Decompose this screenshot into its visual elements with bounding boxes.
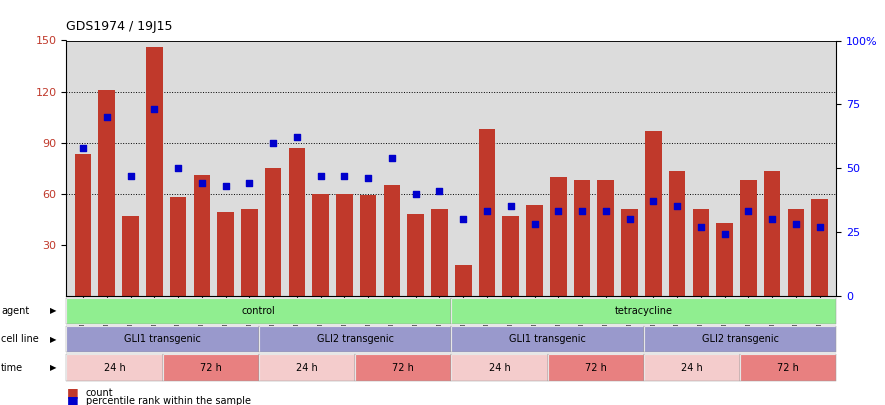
Text: ▶: ▶	[50, 306, 56, 315]
Point	[76, 145, 90, 151]
Text: tetracycline: tetracycline	[615, 306, 673, 316]
Point	[385, 155, 399, 161]
Bar	[621, 209, 638, 296]
Bar	[194, 175, 210, 296]
Point	[504, 203, 518, 210]
Point	[147, 106, 161, 113]
Text: agent: agent	[1, 306, 29, 316]
Bar	[312, 194, 329, 296]
Bar	[740, 180, 757, 296]
Bar	[407, 214, 424, 296]
Point	[313, 173, 327, 179]
Bar	[788, 209, 804, 296]
Point	[742, 208, 756, 215]
Point	[575, 208, 589, 215]
Bar	[479, 129, 496, 296]
Point	[789, 221, 803, 228]
Point	[551, 208, 566, 215]
Point	[409, 190, 423, 197]
Point	[812, 224, 827, 230]
Bar	[218, 212, 234, 296]
Text: 24 h: 24 h	[296, 362, 318, 373]
Bar	[716, 222, 733, 296]
Point	[266, 139, 281, 146]
Bar	[503, 216, 519, 296]
Bar	[550, 177, 566, 296]
Text: GLI2 transgenic: GLI2 transgenic	[317, 334, 394, 344]
Text: ■: ■	[66, 394, 78, 405]
Text: 24 h: 24 h	[104, 362, 126, 373]
Bar	[764, 171, 781, 296]
Text: ▶: ▶	[50, 335, 56, 344]
Bar	[645, 131, 662, 296]
Point	[456, 216, 470, 222]
Text: 72 h: 72 h	[392, 362, 414, 373]
Bar	[455, 265, 472, 296]
Text: 72 h: 72 h	[200, 362, 221, 373]
Point	[100, 114, 114, 120]
Text: 24 h: 24 h	[681, 362, 703, 373]
Bar	[289, 148, 305, 296]
Point	[433, 188, 447, 194]
Point	[646, 198, 660, 205]
Point	[219, 183, 233, 189]
Bar	[360, 195, 376, 296]
Point	[361, 175, 375, 181]
Bar	[669, 171, 685, 296]
Text: 72 h: 72 h	[585, 362, 606, 373]
Bar	[170, 197, 187, 296]
Point	[171, 165, 185, 171]
Point	[765, 216, 780, 222]
Bar	[597, 180, 614, 296]
Bar	[241, 209, 258, 296]
Point	[480, 208, 494, 215]
Point	[599, 208, 613, 215]
Point	[670, 203, 684, 210]
Text: control: control	[242, 306, 276, 316]
Text: count: count	[86, 388, 113, 398]
Bar	[74, 154, 91, 296]
Bar	[527, 205, 543, 296]
Bar	[265, 168, 281, 296]
Text: 24 h: 24 h	[489, 362, 511, 373]
Text: time: time	[1, 362, 23, 373]
Point	[242, 180, 257, 187]
Bar	[573, 180, 590, 296]
Bar	[336, 194, 353, 296]
Point	[694, 224, 708, 230]
Bar	[812, 199, 828, 296]
Bar	[383, 185, 400, 296]
Text: 72 h: 72 h	[777, 362, 799, 373]
Text: GLI1 transgenic: GLI1 transgenic	[124, 334, 201, 344]
Point	[718, 231, 732, 238]
Bar	[693, 209, 709, 296]
Point	[527, 221, 542, 228]
Point	[123, 173, 138, 179]
Point	[337, 173, 351, 179]
Text: percentile rank within the sample: percentile rank within the sample	[86, 396, 250, 405]
Text: GLI2 transgenic: GLI2 transgenic	[702, 334, 779, 344]
Bar	[431, 209, 448, 296]
Text: ■: ■	[66, 386, 78, 399]
Text: ▶: ▶	[50, 363, 56, 372]
Bar	[98, 90, 115, 296]
Point	[195, 180, 209, 187]
Bar	[122, 216, 139, 296]
Bar	[146, 47, 163, 296]
Text: cell line: cell line	[1, 334, 39, 344]
Point	[289, 134, 304, 141]
Text: GDS1974 / 19J15: GDS1974 / 19J15	[66, 20, 173, 33]
Point	[622, 216, 636, 222]
Text: GLI1 transgenic: GLI1 transgenic	[509, 334, 586, 344]
